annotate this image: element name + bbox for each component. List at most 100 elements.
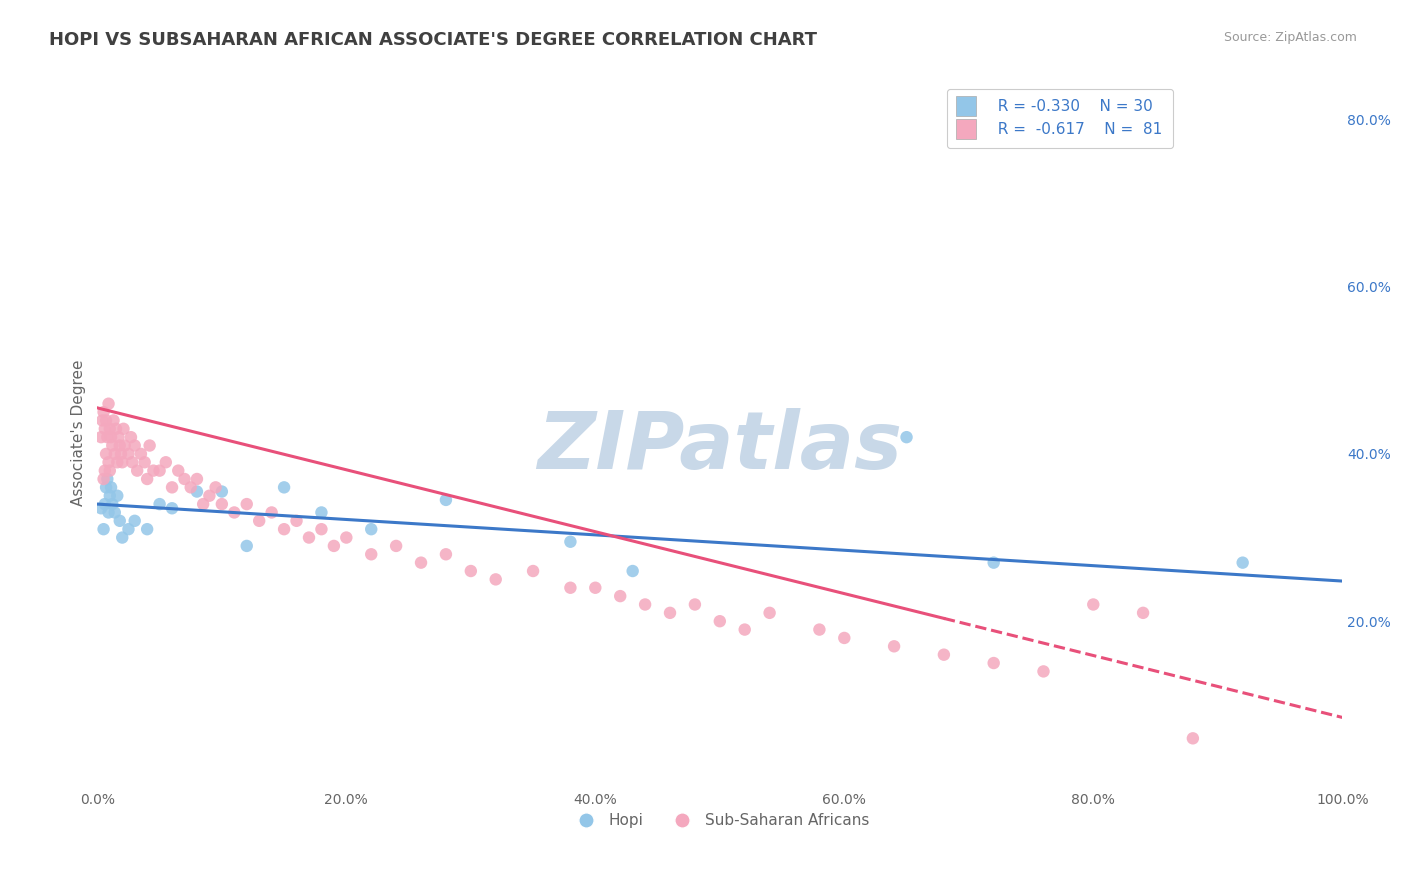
Point [120,430,142,444]
Point [124,438,146,452]
Point [121,455,143,469]
Point [136,522,159,536]
Point [659,606,682,620]
Point [621,564,644,578]
Point [335,531,357,545]
Point [112,422,135,436]
Point [1083,598,1105,612]
Point [105,455,128,469]
Point [103,413,125,427]
Point [94,413,117,427]
Point [93,405,115,419]
Point [155,455,177,469]
Point [808,623,831,637]
Point [198,489,221,503]
Point [634,598,657,612]
Point [94,422,117,436]
Point [360,522,382,536]
Point [127,464,149,478]
Point [101,497,124,511]
Point [193,497,215,511]
Point [180,480,202,494]
Point [97,397,120,411]
Point [98,422,121,436]
Point [110,447,132,461]
Point [560,581,582,595]
Point [260,506,283,520]
Point [94,447,117,461]
Point [108,514,131,528]
Point [93,522,115,536]
Point [522,564,544,578]
Point [160,501,183,516]
Point [1132,606,1154,620]
Point [97,506,120,520]
Point [111,455,134,469]
Point [104,447,127,461]
Point [983,556,1005,570]
Point [108,438,131,452]
Point [94,480,117,494]
Text: HOPI VS SUBSAHARAN AFRICAN ASSOCIATE'S DEGREE CORRELATION CHART: HOPI VS SUBSAHARAN AFRICAN ASSOCIATE'S D… [49,31,817,49]
Point [134,455,156,469]
Point [1232,556,1254,570]
Point [560,534,582,549]
Point [311,506,333,520]
Point [149,464,172,478]
Point [149,497,172,511]
Point [896,430,918,444]
Point [105,422,128,436]
Point [96,430,118,444]
Point [186,484,208,499]
Point [235,539,257,553]
Point [932,648,955,662]
Point [285,514,308,528]
Text: ZIPatlas: ZIPatlas [537,409,903,486]
Point [235,497,257,511]
Point [186,472,208,486]
Point [322,539,344,553]
Point [160,480,183,494]
Point [98,489,121,503]
Point [93,472,115,486]
Point [98,464,121,478]
Point [883,640,905,654]
Point [117,447,139,461]
Point [117,522,139,536]
Point [983,656,1005,670]
Point [142,464,165,478]
Point [97,455,120,469]
Point [96,472,118,486]
Point [1181,731,1204,746]
Point [434,547,457,561]
Point [129,447,152,461]
Point [360,547,382,561]
Point [100,430,122,444]
Point [273,480,295,494]
Legend: Hopi, Sub-Saharan Africans: Hopi, Sub-Saharan Africans [564,807,875,834]
Point [224,506,246,520]
Point [683,598,706,612]
Text: Source: ZipAtlas.com: Source: ZipAtlas.com [1223,31,1357,45]
Point [247,514,270,528]
Point [90,501,112,516]
Point [311,522,333,536]
Point [107,430,129,444]
Point [104,506,127,520]
Point [758,606,780,620]
Point [298,531,321,545]
Point [105,489,128,503]
Point [273,522,295,536]
Point [90,430,112,444]
Point [204,480,226,494]
Point [100,480,122,494]
Point [167,464,190,478]
Point [409,556,432,570]
Point [173,472,195,486]
Point [124,514,146,528]
Point [91,413,114,427]
Point [94,497,117,511]
Point [734,623,756,637]
Point [114,438,136,452]
Point [138,438,160,452]
